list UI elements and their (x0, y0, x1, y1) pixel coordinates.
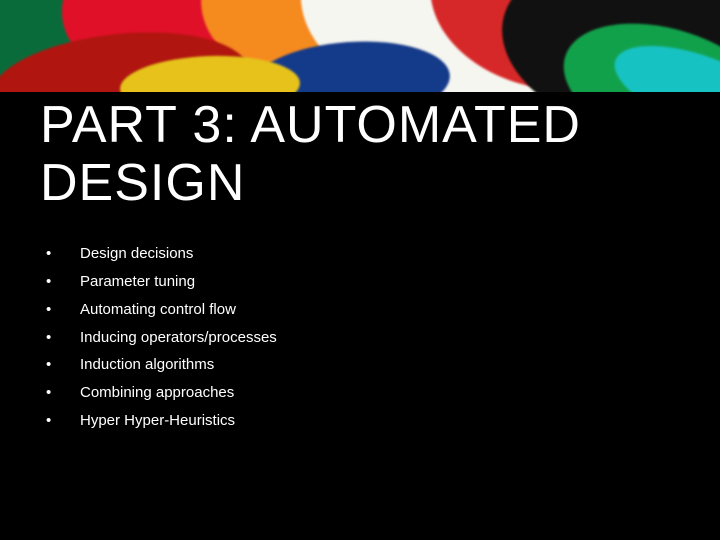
slide-title: PART 3: AUTOMATED DESIGN (40, 96, 680, 212)
list-item: Inducing operators/processes (40, 324, 680, 352)
bullet-list: Design decisions Parameter tuning Automa… (40, 240, 680, 434)
list-item: Automating control flow (40, 296, 680, 324)
list-item: Induction algorithms (40, 351, 680, 379)
list-item: Parameter tuning (40, 268, 680, 296)
list-item: Design decisions (40, 240, 680, 268)
decorative-banner (0, 0, 720, 92)
list-item: Combining approaches (40, 379, 680, 407)
list-item: Hyper Hyper-Heuristics (40, 407, 680, 435)
slide-content: PART 3: AUTOMATED DESIGN Design decision… (0, 92, 720, 435)
